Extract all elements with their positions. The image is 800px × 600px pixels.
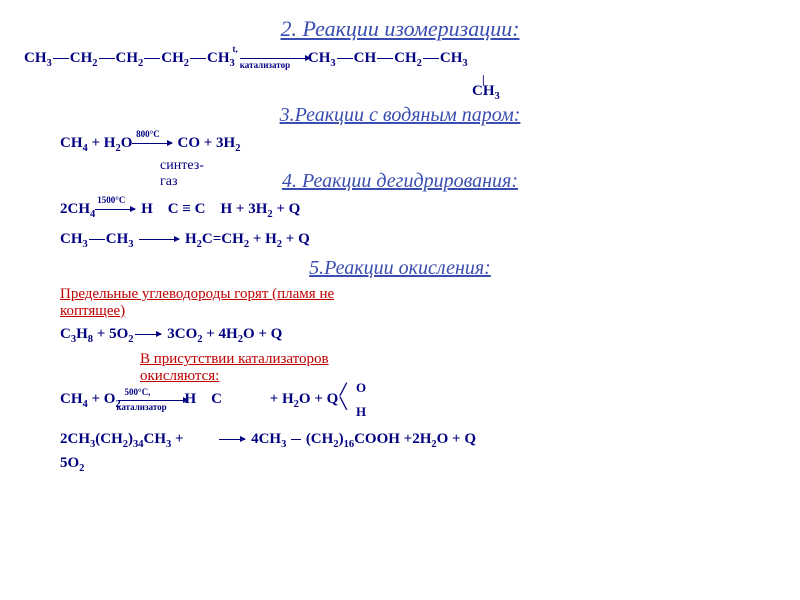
oxidation-reaction-1: C3H8 + 5O2 3CO2 + 4H2O + Q	[60, 324, 780, 348]
section-2-title: 2. Реакции изомеризации:	[20, 16, 780, 42]
steam-reaction: CH4 + H2O 800°C CO + 3H2	[60, 133, 780, 157]
section-3-title: 3.Реакции с водяным паром:	[20, 104, 780, 127]
dehydro-reaction-2: CH3CH3 H2C=CH2 + H2 + Q	[60, 229, 780, 253]
isomerization-branch-ch3: CH3	[472, 83, 780, 102]
isomerization-reaction: CH3CH2CH2CH2CH3 t,катализатор CH3CHCH2CH…	[24, 48, 780, 72]
section-5-title: 5.Реакции окисления:	[20, 257, 780, 280]
oxidation-note-1: Предельные углеводороды горят (пламя не …	[60, 286, 780, 320]
oxidation-note-2: В присутствии катализаторов окисляются:	[140, 351, 780, 385]
dehydro-reaction-1: 2CH41500°C H C ≡ C H + 3H2 + Q	[60, 199, 780, 223]
section-4-title: 4. Реакции дегидрирования:	[20, 170, 780, 193]
oxidation-reaction-3: 2CH3(CH2)34CH3 + 4CH3 (CH2)16COOH +2H2O …	[60, 429, 780, 476]
oxidation-reaction-2: CH4 + O2 500°C,катализатор H C O ╱ ╲ H +…	[60, 389, 780, 413]
